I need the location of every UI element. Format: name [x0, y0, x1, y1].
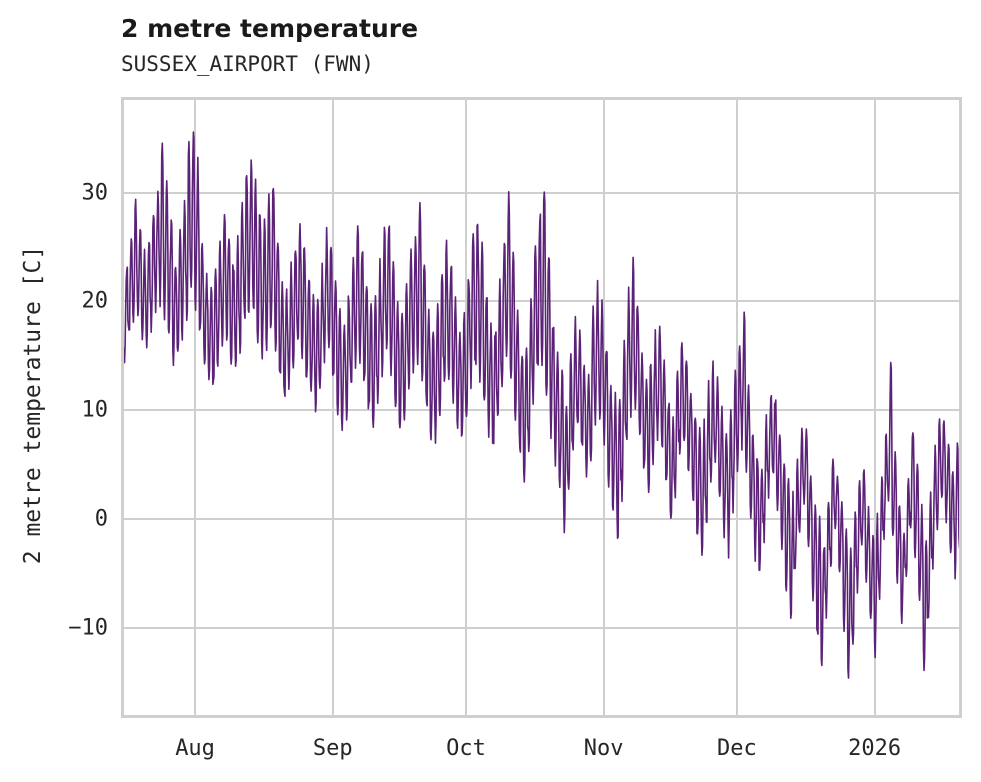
x-axis-tick-label: Sep: [312, 736, 353, 761]
page-title: 2 metre temperature: [121, 14, 419, 43]
chart-subtitle: SUSSEX_AIRPORT (FWN): [121, 52, 374, 76]
gridline-horizontal: [124, 409, 959, 412]
gridline-vertical: [735, 100, 738, 715]
y-axis-tick-label: 0: [94, 506, 108, 532]
x-axis-tick-label: Nov: [583, 736, 624, 761]
x-axis-tick-label: 2026: [848, 736, 902, 761]
gridline-vertical: [194, 100, 197, 715]
y-axis-tick-label: 30: [81, 180, 109, 206]
y-axis-tick-label: −10: [68, 615, 108, 641]
plot-inner: [124, 100, 959, 715]
gridline-vertical: [331, 100, 334, 715]
gridline-horizontal: [124, 518, 959, 521]
x-axis-tick-label: Aug: [175, 736, 215, 761]
x-axis-tick-label: Oct: [446, 736, 486, 761]
gridline-vertical: [873, 100, 876, 715]
gridline-horizontal: [124, 191, 959, 194]
y-axis-ticks: −10 0 10 20 30: [0, 0, 108, 782]
y-axis-tick-label: 20: [81, 288, 109, 314]
series-line: [124, 131, 959, 679]
x-axis-tick-label: Dec: [717, 736, 757, 761]
gridline-horizontal: [124, 626, 959, 629]
plot-area: [121, 97, 962, 718]
temperature-series: [124, 131, 959, 679]
y-axis-tick-label: 10: [81, 397, 109, 423]
